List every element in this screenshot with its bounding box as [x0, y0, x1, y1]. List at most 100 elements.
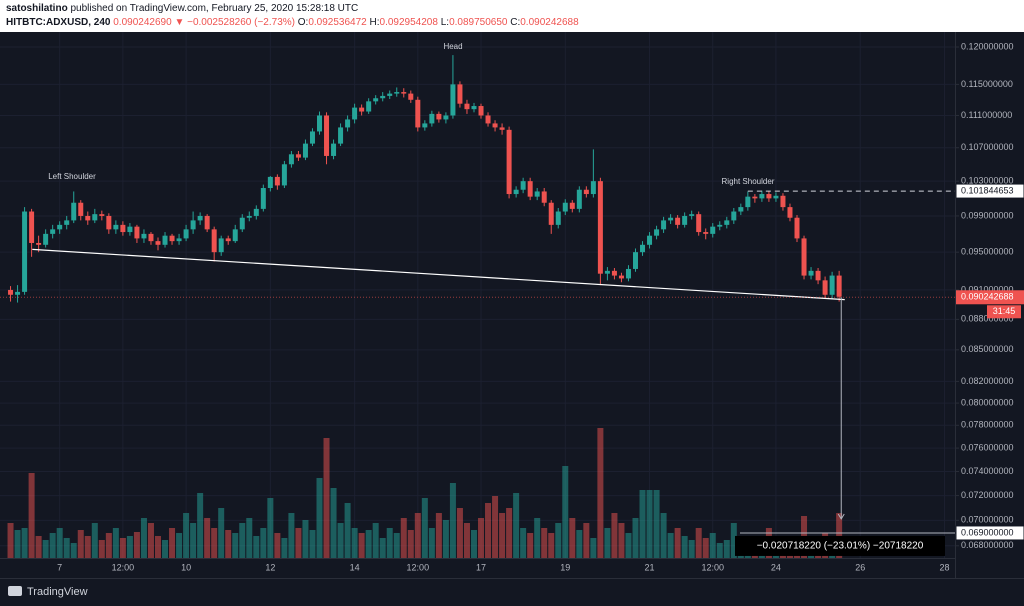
- volume-bar: [253, 536, 260, 558]
- volume-bar: [435, 513, 442, 558]
- volume-bar: [98, 540, 105, 558]
- candle-body: [492, 123, 498, 128]
- volume-bar: [372, 523, 379, 558]
- volume-bar: [442, 520, 449, 558]
- x-tick-label: 12:00: [112, 562, 135, 572]
- l-value: 0.089750650: [449, 17, 508, 28]
- x-tick-label: 19: [560, 562, 570, 572]
- candle-body: [239, 217, 245, 230]
- x-tick-label: 12:00: [701, 562, 724, 572]
- volume-bar: [400, 518, 407, 558]
- candle-body: [443, 115, 449, 120]
- candle-body: [569, 202, 575, 209]
- candle-body: [345, 119, 351, 128]
- candle-body: [724, 220, 730, 225]
- volume-bar: [169, 528, 176, 558]
- volume-bar: [478, 518, 485, 558]
- publish-line: satoshilatino published on TradingView.c…: [6, 3, 358, 14]
- candle-body: [794, 217, 800, 239]
- candle-body: [92, 214, 98, 221]
- x-tick-label: 24: [771, 562, 781, 572]
- volume-bar: [232, 533, 239, 558]
- volume-bar: [197, 493, 204, 558]
- h-value: 0.092954208: [379, 17, 438, 28]
- volume-bar: [836, 513, 843, 558]
- candle-body: [618, 275, 624, 279]
- o-value: 0.092536472: [308, 17, 367, 28]
- x-tick-label: 14: [350, 562, 360, 572]
- volume-bar: [77, 530, 84, 558]
- candle-body: [352, 107, 358, 120]
- volume-bar: [70, 543, 77, 558]
- candle-body: [85, 215, 91, 221]
- candle-body: [281, 164, 287, 186]
- volume-bar: [365, 530, 372, 558]
- candle-body: [8, 289, 14, 295]
- y-tick-label: 0.074000000: [961, 466, 1014, 476]
- candle-body: [689, 214, 695, 216]
- volume-bar: [667, 533, 674, 558]
- candle-body: [218, 238, 224, 253]
- h-label: H:: [369, 17, 380, 28]
- candle-body: [710, 226, 716, 234]
- volume-bar: [611, 513, 618, 558]
- candle-body: [331, 143, 337, 156]
- target-label-bg: [955, 525, 1024, 541]
- volume-bar: [576, 530, 583, 558]
- logo: TradingView: [8, 586, 88, 598]
- candle-body: [527, 181, 533, 197]
- candle-body: [373, 98, 379, 102]
- volume-bar: [211, 528, 218, 558]
- candle-body: [471, 106, 477, 110]
- candle-body: [675, 217, 681, 225]
- candle-body: [815, 270, 821, 281]
- candle-body: [801, 238, 807, 276]
- volume-bar: [428, 528, 435, 558]
- candle-body: [696, 214, 702, 233]
- volume-bar: [63, 538, 70, 558]
- candle-body: [499, 127, 505, 130]
- volume-bar: [555, 523, 562, 558]
- x-tick-label: 21: [645, 562, 655, 572]
- volume-bar: [309, 530, 316, 558]
- volume-bar: [688, 540, 695, 558]
- volume-bar: [534, 518, 541, 558]
- volume-bar: [7, 523, 14, 558]
- volume-bar: [660, 513, 667, 558]
- volume-bar: [730, 523, 737, 558]
- candle-body: [829, 275, 835, 295]
- x-tick-label: 17: [476, 562, 486, 572]
- candle-body: [253, 208, 259, 216]
- volume-bar: [140, 518, 147, 558]
- volume-bar: [330, 488, 337, 558]
- candle-body: [597, 181, 603, 274]
- volume-bar: [639, 490, 646, 558]
- candle-body: [787, 207, 793, 218]
- candle-body: [127, 226, 133, 233]
- volume-bar: [162, 540, 169, 558]
- candle-body: [380, 95, 386, 99]
- y-tick-label: 0.103000000: [961, 176, 1014, 186]
- arrow: ▼: [174, 17, 185, 28]
- y-tick-label: 0.070000000: [961, 515, 1014, 525]
- candle-body: [71, 202, 77, 221]
- candle-body: [668, 217, 674, 221]
- candle-body: [401, 92, 407, 94]
- last: 0.090242690: [113, 17, 172, 28]
- volume-bar: [386, 528, 393, 558]
- candle-body: [682, 215, 688, 225]
- candle-body: [408, 93, 414, 100]
- candle-body: [836, 275, 842, 297]
- volume-bar: [302, 520, 309, 558]
- volume-bar: [674, 528, 681, 558]
- volume-bar: [513, 493, 520, 558]
- y-tick-label: 0.088000000: [961, 314, 1014, 324]
- candle-body: [43, 233, 49, 245]
- volume-bar: [84, 536, 91, 558]
- candle-body: [766, 194, 772, 199]
- published: published on TradingView.com, February 2…: [70, 3, 359, 14]
- volume-bar: [190, 523, 197, 558]
- candle-body: [57, 224, 63, 230]
- volume-bar: [520, 528, 527, 558]
- candle-body: [302, 143, 308, 158]
